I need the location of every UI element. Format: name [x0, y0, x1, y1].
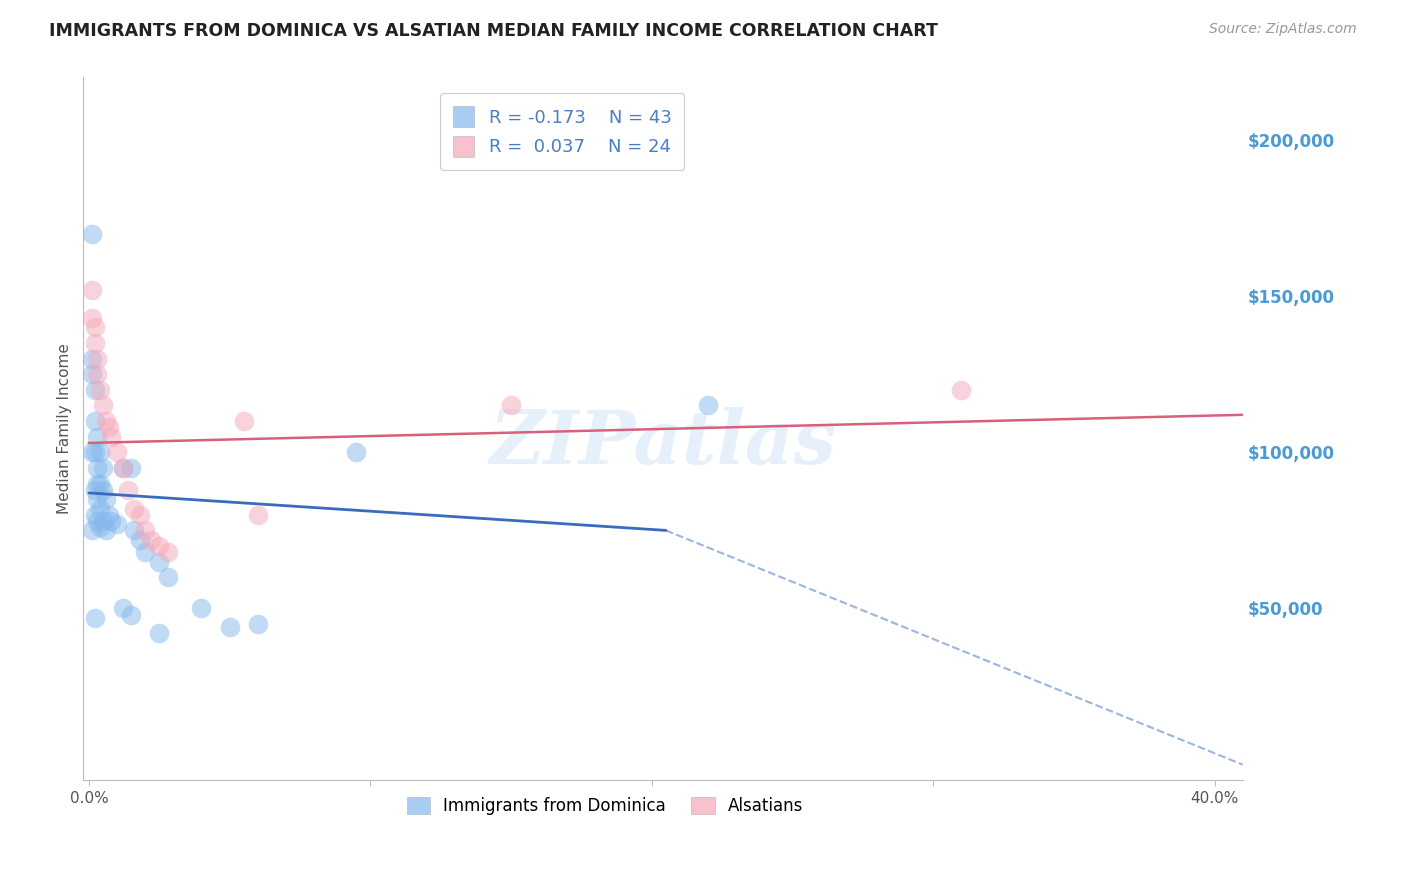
Point — [80, 524, 103, 538]
Legend: Immigrants from Dominica, Alsatians: Immigrants from Dominica, Alsatians — [396, 787, 813, 825]
Point — [148, 539, 170, 553]
Point — [86, 476, 108, 491]
Point — [91, 399, 114, 413]
Point — [100, 514, 122, 528]
Point — [148, 555, 170, 569]
Point — [950, 383, 973, 397]
Point — [80, 310, 103, 325]
Point — [83, 383, 105, 397]
Point — [91, 461, 114, 475]
Point — [94, 492, 117, 507]
Text: IMMIGRANTS FROM DOMINICA VS ALSATIAN MEDIAN FAMILY INCOME CORRELATION CHART: IMMIGRANTS FROM DOMINICA VS ALSATIAN MED… — [49, 22, 938, 40]
Point — [134, 545, 156, 559]
Point — [190, 601, 212, 615]
Point — [89, 520, 111, 534]
Point — [499, 399, 522, 413]
Point — [105, 445, 128, 459]
Point — [111, 461, 134, 475]
Point — [232, 414, 254, 428]
Point — [86, 430, 108, 444]
Point — [128, 533, 150, 547]
Point — [344, 445, 367, 459]
Point — [86, 368, 108, 382]
Point — [122, 501, 145, 516]
Point — [83, 445, 105, 459]
Point — [83, 483, 105, 497]
Point — [156, 570, 179, 584]
Point — [89, 445, 111, 459]
Point — [89, 476, 111, 491]
Point — [134, 524, 156, 538]
Point — [111, 461, 134, 475]
Point — [89, 501, 111, 516]
Point — [83, 335, 105, 350]
Point — [83, 508, 105, 522]
Point — [86, 514, 108, 528]
Point — [91, 514, 114, 528]
Point — [97, 420, 120, 434]
Point — [246, 508, 269, 522]
Point — [83, 320, 105, 334]
Point — [100, 430, 122, 444]
Point — [218, 620, 240, 634]
Point — [80, 445, 103, 459]
Text: Source: ZipAtlas.com: Source: ZipAtlas.com — [1209, 22, 1357, 37]
Point — [94, 414, 117, 428]
Point — [122, 524, 145, 538]
Point — [80, 227, 103, 241]
Point — [697, 399, 720, 413]
Y-axis label: Median Family Income: Median Family Income — [58, 343, 72, 515]
Point — [86, 461, 108, 475]
Point — [111, 601, 134, 615]
Point — [246, 617, 269, 632]
Point — [105, 517, 128, 532]
Point — [89, 383, 111, 397]
Point — [148, 626, 170, 640]
Point — [128, 508, 150, 522]
Point — [83, 414, 105, 428]
Point — [80, 283, 103, 297]
Point — [156, 545, 179, 559]
Point — [83, 611, 105, 625]
Point — [117, 483, 139, 497]
Point — [94, 524, 117, 538]
Text: ZIPatlas: ZIPatlas — [489, 407, 837, 479]
Point — [139, 533, 162, 547]
Point — [80, 368, 103, 382]
Point — [86, 351, 108, 366]
Point — [91, 483, 114, 497]
Point — [120, 607, 142, 622]
Point — [86, 492, 108, 507]
Point — [120, 461, 142, 475]
Point — [97, 508, 120, 522]
Point — [80, 351, 103, 366]
